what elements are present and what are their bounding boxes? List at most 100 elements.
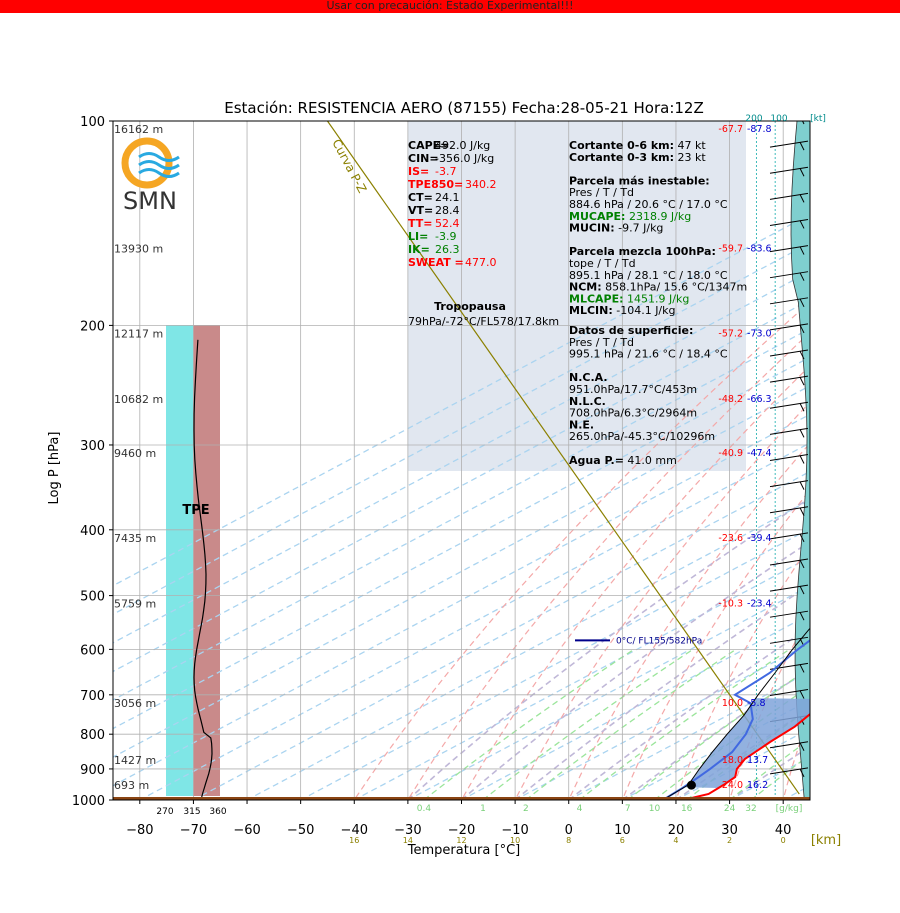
- x-tick-label: −60: [233, 823, 260, 838]
- wind-barb-flag: [799, 168, 805, 177]
- isotherm-line: [620, 699, 810, 800]
- km-tick-label: 16: [349, 836, 359, 845]
- x-tick-label: −20: [448, 823, 475, 838]
- height-label: 13930 m: [114, 243, 163, 256]
- x-tick-label: −70: [180, 823, 207, 838]
- wind-barb: [769, 480, 809, 488]
- dry-adiabat-line: [675, 544, 810, 800]
- index2-line: 265.0hPa/-45.3°C/10296m: [569, 430, 715, 443]
- index2-line: Pres / T / Td: [569, 336, 634, 349]
- series-temperatura: [689, 712, 810, 800]
- index2-line: N.C.A.: [569, 371, 608, 384]
- index2-line: Pres / T / Td: [569, 186, 634, 199]
- height-label: 16162 m: [114, 123, 163, 136]
- dry-adiabat-line: [621, 488, 810, 800]
- tpe-band-cyan: [166, 325, 193, 796]
- y-tick-label: 500: [80, 590, 105, 605]
- smn-logo-text: SMN: [123, 187, 177, 215]
- x-tick-label: 40: [775, 823, 792, 838]
- index2-line: Datos de superficie:: [569, 324, 693, 337]
- x-tick-label: −50: [287, 823, 314, 838]
- dry-adiabat-line: [889, 149, 900, 814]
- wind-barb: [769, 375, 809, 383]
- index-key: TPE850=: [408, 178, 463, 191]
- wind-barb-flag: [799, 481, 805, 490]
- smn-logo-ring: [121, 137, 173, 189]
- level-temp-label: -67.7: [718, 124, 743, 135]
- wind-barb-flag: [799, 455, 805, 464]
- level-temp-label: -23.6: [718, 533, 743, 544]
- height-label: 1427 m: [114, 754, 156, 767]
- height-label: 5759 m: [114, 598, 156, 611]
- wind-barb: [769, 767, 809, 775]
- index-key: TT=: [408, 217, 432, 230]
- cape-area: [818, 408, 900, 618]
- x-tick-label: 10: [614, 823, 631, 838]
- level-dewpoint-label: 16.2: [747, 780, 768, 791]
- series-punto-de-rocio: [664, 639, 810, 800]
- height-label: 7435 m: [114, 532, 156, 545]
- index-key: IS=: [408, 165, 429, 178]
- level-dewpoint-label: -47.4: [747, 448, 772, 459]
- y-tick-label: 600: [80, 643, 105, 658]
- mixing-ratio-label: 16: [681, 804, 693, 814]
- wind-barb-flag: [799, 611, 805, 621]
- tropopausa-value: 79hPa/-72°C/FL578/17.8km: [408, 315, 559, 328]
- moist-adiabat-line: [407, 496, 810, 800]
- isotherm-line: [513, 642, 810, 800]
- level-dewpoint-label: -23.4: [747, 599, 772, 610]
- index2-line: 951.0hPa/17.7°C/453m: [569, 383, 697, 396]
- mixing-ratio-line: [729, 738, 810, 800]
- isotherm-line: [728, 756, 810, 800]
- index-value: 24.1: [435, 191, 460, 204]
- level-temp-label: 18.0: [722, 755, 743, 766]
- mixing-ratio-line: [627, 667, 810, 800]
- level-dewpoint-label: -87.8: [747, 124, 772, 135]
- level-temp-label: -57.2: [718, 328, 743, 339]
- level-dewpoint-label: 13.7: [747, 755, 768, 766]
- height-label: 693 m: [114, 779, 149, 792]
- tpe-tick-label: 270: [156, 807, 173, 817]
- freezing-level-label: 0°C/ FL155/582hPa: [616, 636, 702, 646]
- isotherm-line: [460, 613, 810, 800]
- y-axis-label: Log P [hPa]: [47, 432, 62, 505]
- mixing-ratio-label: 32: [745, 804, 756, 814]
- index-key: IK=: [408, 243, 430, 256]
- isotherm-line: [299, 527, 810, 800]
- mixing-ratio-label: 7: [625, 804, 631, 814]
- y-tick-label: 200: [80, 319, 105, 334]
- smn-logo-waves: [138, 152, 180, 178]
- isotherm-line: [192, 470, 810, 800]
- level-dewpoint-label: -39.4: [747, 533, 772, 544]
- km-tick-label: 4: [673, 836, 678, 845]
- wind-barb-flag: [799, 350, 805, 360]
- x-tick-label: −40: [341, 823, 368, 838]
- isotherm-line: [567, 670, 810, 800]
- mixing-ratio-line: [750, 754, 810, 800]
- index2-line: Cortante 0-6 km: 47 kt: [569, 139, 706, 152]
- mixing-ratio-line: [579, 648, 790, 800]
- index-value: 492.0 J/kg: [435, 139, 490, 152]
- wind-barb: [769, 506, 809, 514]
- index-value: 52.4: [435, 217, 460, 230]
- lcl-marker: [686, 780, 696, 790]
- wind-barb-flag: [799, 272, 805, 281]
- index-key: LI=: [408, 230, 428, 243]
- y-tick-label: 900: [80, 763, 105, 778]
- x-tick-label: 20: [668, 823, 685, 838]
- index2-line: 895.1 hPa / 28.1 °C / 18.0 °C: [569, 269, 728, 282]
- mixing-ratio-line: [525, 648, 737, 800]
- index2-line: N.L.C.: [569, 395, 606, 408]
- tpe-curve: [193, 339, 213, 798]
- wind-barb: [769, 140, 809, 148]
- level-temp-label: -48.2: [718, 394, 743, 405]
- level-temp-label: -10.3: [718, 599, 743, 610]
- dry-adiabat-line: [568, 442, 810, 800]
- index-value: -3.7: [435, 165, 456, 178]
- level-dewpoint-label: -73.0: [747, 328, 772, 339]
- x-tick-label: −10: [501, 823, 528, 838]
- km-tick-label: 10: [510, 836, 520, 845]
- series-parcela: [665, 627, 810, 799]
- wind-barb-flag: [799, 246, 805, 255]
